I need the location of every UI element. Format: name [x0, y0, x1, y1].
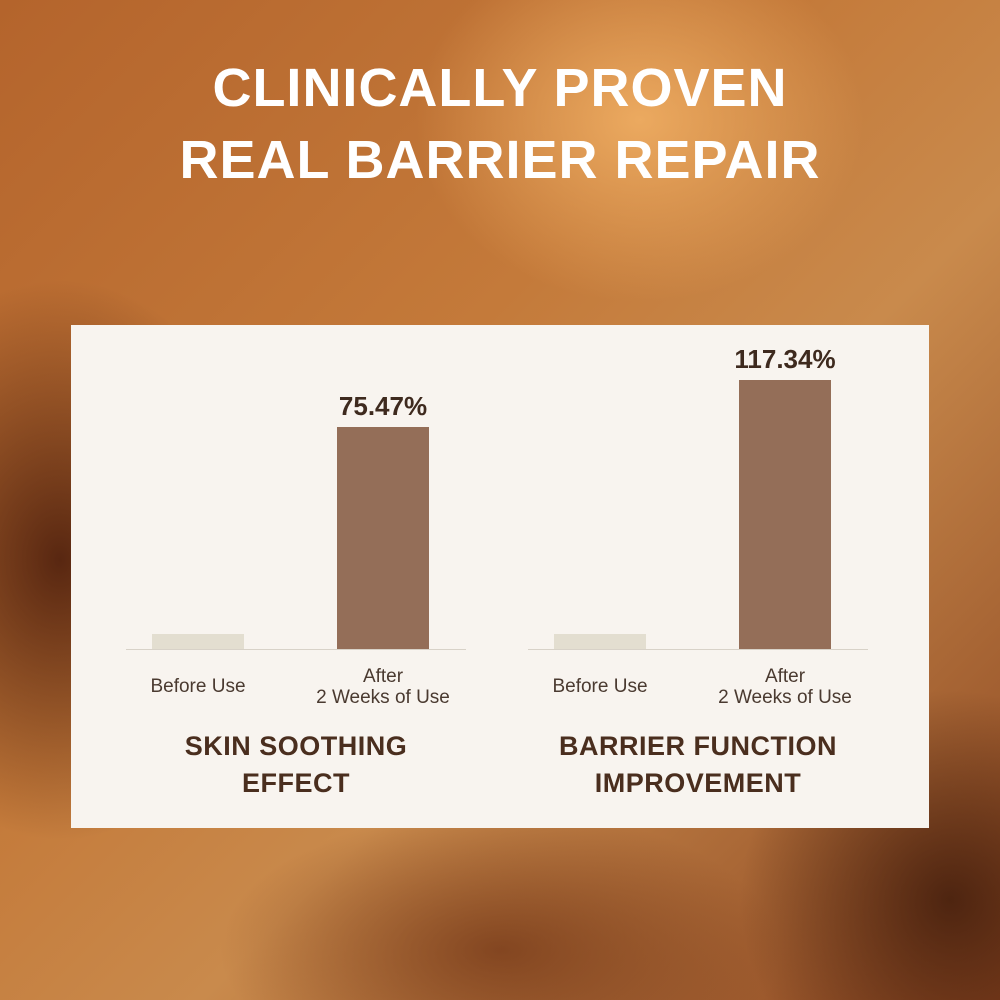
chart-title-line: BARRIER FUNCTION: [559, 731, 837, 761]
bar-before-use: [152, 634, 244, 649]
bar-after-use: [739, 380, 831, 649]
bar-after-use: [337, 427, 429, 649]
category-label: 2 Weeks of Use: [718, 687, 852, 708]
category-label: 2 Weeks of Use: [316, 687, 450, 708]
chart-title-line: SKIN SOOTHING: [184, 731, 408, 761]
page-title: CLINICALLY PROVEN REAL BARRIER REPAIR: [0, 52, 1000, 196]
chart-title-line: IMPROVEMENT: [594, 768, 802, 798]
title-line-2: REAL BARRIER REPAIR: [179, 130, 821, 190]
skin-soothing-chart: Before Use 75.47% After 2 Weeks of Use SKIN …: [126, 325, 466, 828]
value-label: 117.34%: [734, 344, 836, 375]
chart-title-line: EFFECT: [242, 768, 350, 798]
title-line-1: CLINICALLY PROVEN: [212, 58, 788, 118]
x-axis-line: [528, 649, 868, 650]
results-panel: Before Use 75.47% After 2 Weeks of Use SKIN …: [71, 325, 929, 828]
bar-before-use: [554, 634, 646, 649]
value-label: 75.47%: [338, 391, 428, 422]
category-label: Before Use: [150, 676, 246, 697]
barrier-function-chart: Before Use 117.34% After 2 Weeks of Use BARR…: [528, 325, 868, 828]
category-label: Before Use: [552, 676, 648, 697]
x-axis-line: [126, 649, 466, 650]
category-label: After: [764, 666, 806, 687]
category-label: After: [362, 666, 404, 687]
